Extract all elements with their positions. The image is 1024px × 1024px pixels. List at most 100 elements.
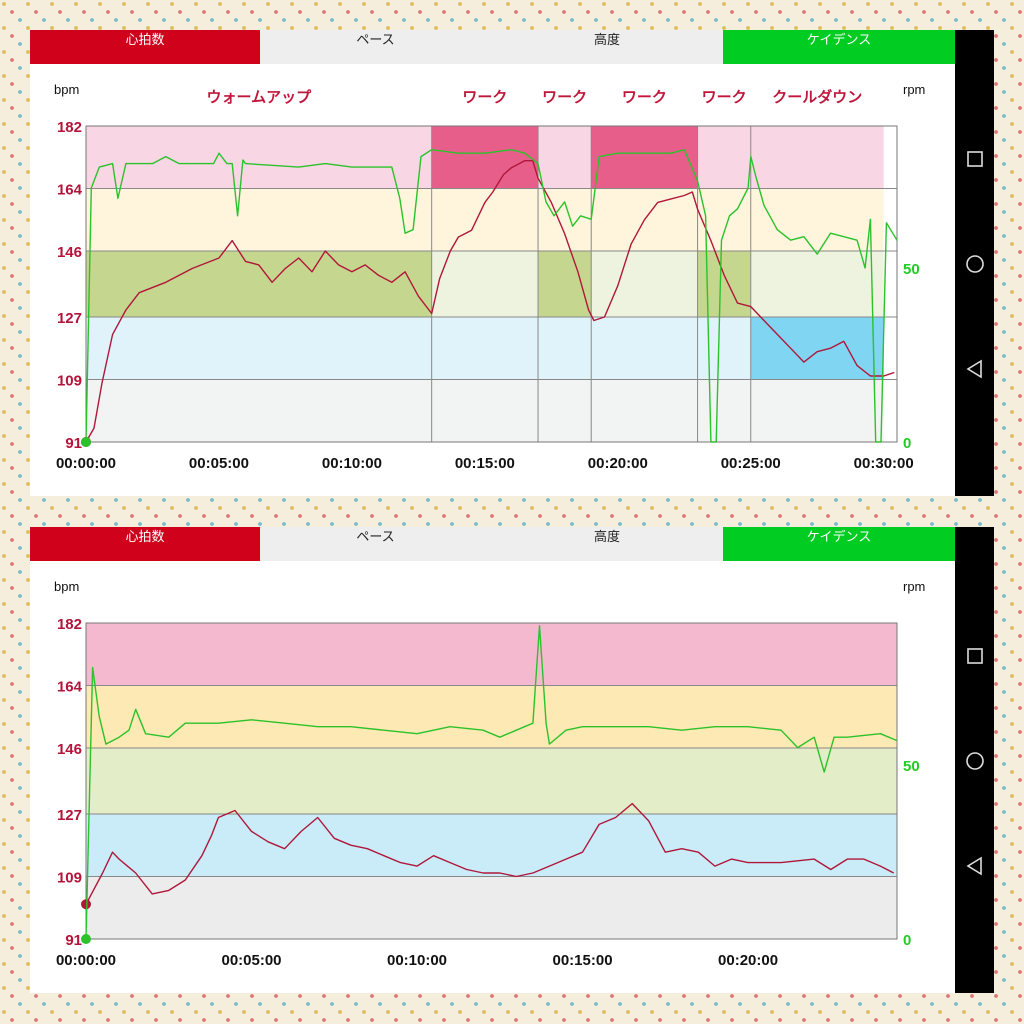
- zone-band: [86, 379, 432, 442]
- time-tick-label: 00:15:00: [455, 455, 515, 472]
- zone-band: [86, 623, 897, 686]
- bpm-unit-label: bpm: [54, 82, 79, 97]
- bpm-tick-label: 109: [57, 869, 82, 886]
- zone-band: [86, 813, 897, 877]
- phase-label: ウォームアップ: [207, 89, 313, 106]
- cadence-start-dot: [81, 934, 91, 944]
- tab-altitude[interactable]: 高度: [491, 30, 723, 64]
- cadence-start-dot: [81, 437, 91, 447]
- cadence-line: [85, 625, 898, 940]
- tab-altitude[interactable]: 高度: [491, 527, 723, 561]
- zone-band: [431, 188, 539, 252]
- bpm-tick-label: 164: [57, 679, 83, 696]
- phase-label: ワーク: [622, 89, 667, 106]
- bpm-tick-label: 109: [57, 372, 82, 389]
- heart-rate-start-dot: [81, 899, 91, 910]
- plot-frame: [85, 622, 898, 940]
- zone-band: [697, 251, 751, 317]
- zone-band: [750, 126, 884, 189]
- zone-band: [86, 251, 432, 317]
- plot-frame: [85, 125, 898, 443]
- zone-band: [86, 685, 897, 749]
- tab-pace[interactable]: ペース: [260, 527, 491, 561]
- zone-band: [538, 251, 592, 317]
- time-tick-label: 00:05:00: [221, 952, 281, 969]
- zone-band: [750, 379, 884, 442]
- bpm-tick-label: 146: [57, 244, 82, 261]
- bpm-tick-label: 146: [57, 741, 82, 758]
- heart-rate-cadence-chart: ウォームアップ ワーク ワーク ワーク ワーク クールダウン bpm rpm 91 109 127 1…: [54, 82, 925, 472]
- bpm-tick-label: 182: [57, 616, 82, 633]
- rpm-tick-label: 50: [903, 261, 920, 278]
- zone-band: [431, 379, 539, 442]
- phase-label: ワーク: [702, 89, 747, 106]
- tab-heart-rate[interactable]: 心拍数: [30, 30, 260, 64]
- time-tick-label: 00:10:00: [387, 952, 447, 969]
- heart-rate-line: [85, 802, 895, 905]
- time-tick-label: 00:15:00: [553, 952, 613, 969]
- time-tick-label: 00:00:00: [56, 455, 116, 472]
- zone-band: [697, 126, 751, 189]
- tab-cadence[interactable]: ケイデンス: [723, 527, 955, 561]
- time-tick-label: 00:05:00: [189, 455, 249, 472]
- bpm-tick-label: 127: [57, 807, 82, 824]
- heart-rate-chart-panel-2: 心拍数 ペース 高度 ケイデンス bpm rpm 91 109 127 146 164 182…: [30, 527, 994, 993]
- zone-band: [431, 126, 539, 189]
- zone-band: [750, 251, 884, 317]
- home-icon[interactable]: [965, 751, 985, 771]
- tab-cadence[interactable]: ケイデンス: [723, 30, 955, 64]
- tab-pace[interactable]: ペース: [260, 30, 491, 64]
- rpm-unit-label: rpm: [903, 82, 925, 97]
- heart-rate-line: [85, 159, 895, 443]
- bpm-tick-label: 164: [57, 182, 83, 199]
- tab-heart-rate[interactable]: 心拍数: [30, 527, 260, 561]
- zone-band: [431, 251, 539, 317]
- phase-label: クールダウン: [772, 88, 862, 106]
- zone-band: [538, 316, 592, 380]
- rpm-unit-label: rpm: [903, 579, 925, 594]
- zone-band: [750, 188, 884, 252]
- android-navigation-bar: [955, 527, 994, 993]
- zone-band: [591, 316, 698, 380]
- time-tick-label: 00:25:00: [721, 455, 781, 472]
- time-tick-label: 00:20:00: [588, 455, 648, 472]
- recent-apps-icon[interactable]: [965, 646, 985, 666]
- zone-band: [86, 188, 432, 252]
- android-navigation-bar: [955, 30, 994, 496]
- heart-rate-chart-panel-1: 心拍数 ペース 高度 ケイデンス ウォームアップ ワーク ワーク ワーク ワーク クールダ…: [30, 30, 994, 496]
- back-icon[interactable]: [965, 359, 985, 379]
- zone-band: [538, 379, 592, 442]
- phase-label: ワーク: [542, 89, 587, 106]
- recent-apps-icon[interactable]: [965, 149, 985, 169]
- bpm-tick-label: 91: [65, 435, 82, 452]
- zone-band: [86, 316, 432, 380]
- time-tick-label: 00:10:00: [322, 455, 382, 472]
- rpm-tick-label: 0: [903, 932, 911, 949]
- metric-tab-bar: 心拍数 ペース 高度 ケイデンス: [30, 527, 955, 561]
- time-tick-label: 00:00:00: [56, 952, 116, 969]
- zone-band: [431, 316, 539, 380]
- bpm-tick-label: 127: [57, 310, 82, 327]
- heart-rate-cadence-chart: bpm rpm 91 109 127 146 164 182 0 50 00:00:00 00:05:…: [54, 579, 925, 969]
- zone-band: [697, 316, 751, 380]
- home-icon[interactable]: [965, 254, 985, 274]
- zone-band: [86, 876, 897, 939]
- zone-band: [86, 748, 897, 814]
- zone-band: [591, 126, 698, 189]
- rpm-tick-label: 50: [903, 758, 920, 775]
- cadence-line: [85, 148, 898, 443]
- zone-band: [86, 126, 432, 189]
- back-icon[interactable]: [965, 856, 985, 876]
- bpm-tick-label: 182: [57, 119, 82, 136]
- bpm-tick-label: 91: [65, 932, 82, 949]
- zone-band: [697, 379, 751, 442]
- bpm-unit-label: bpm: [54, 579, 79, 594]
- time-tick-label: 00:20:00: [718, 952, 778, 969]
- rpm-tick-label: 0: [903, 435, 911, 452]
- zone-band: [538, 126, 592, 189]
- metric-tab-bar: 心拍数 ペース 高度 ケイデンス: [30, 30, 955, 64]
- zone-band: [591, 251, 698, 317]
- phase-label: ワーク: [462, 89, 507, 106]
- zone-band: [538, 188, 592, 252]
- zone-band: [591, 379, 698, 442]
